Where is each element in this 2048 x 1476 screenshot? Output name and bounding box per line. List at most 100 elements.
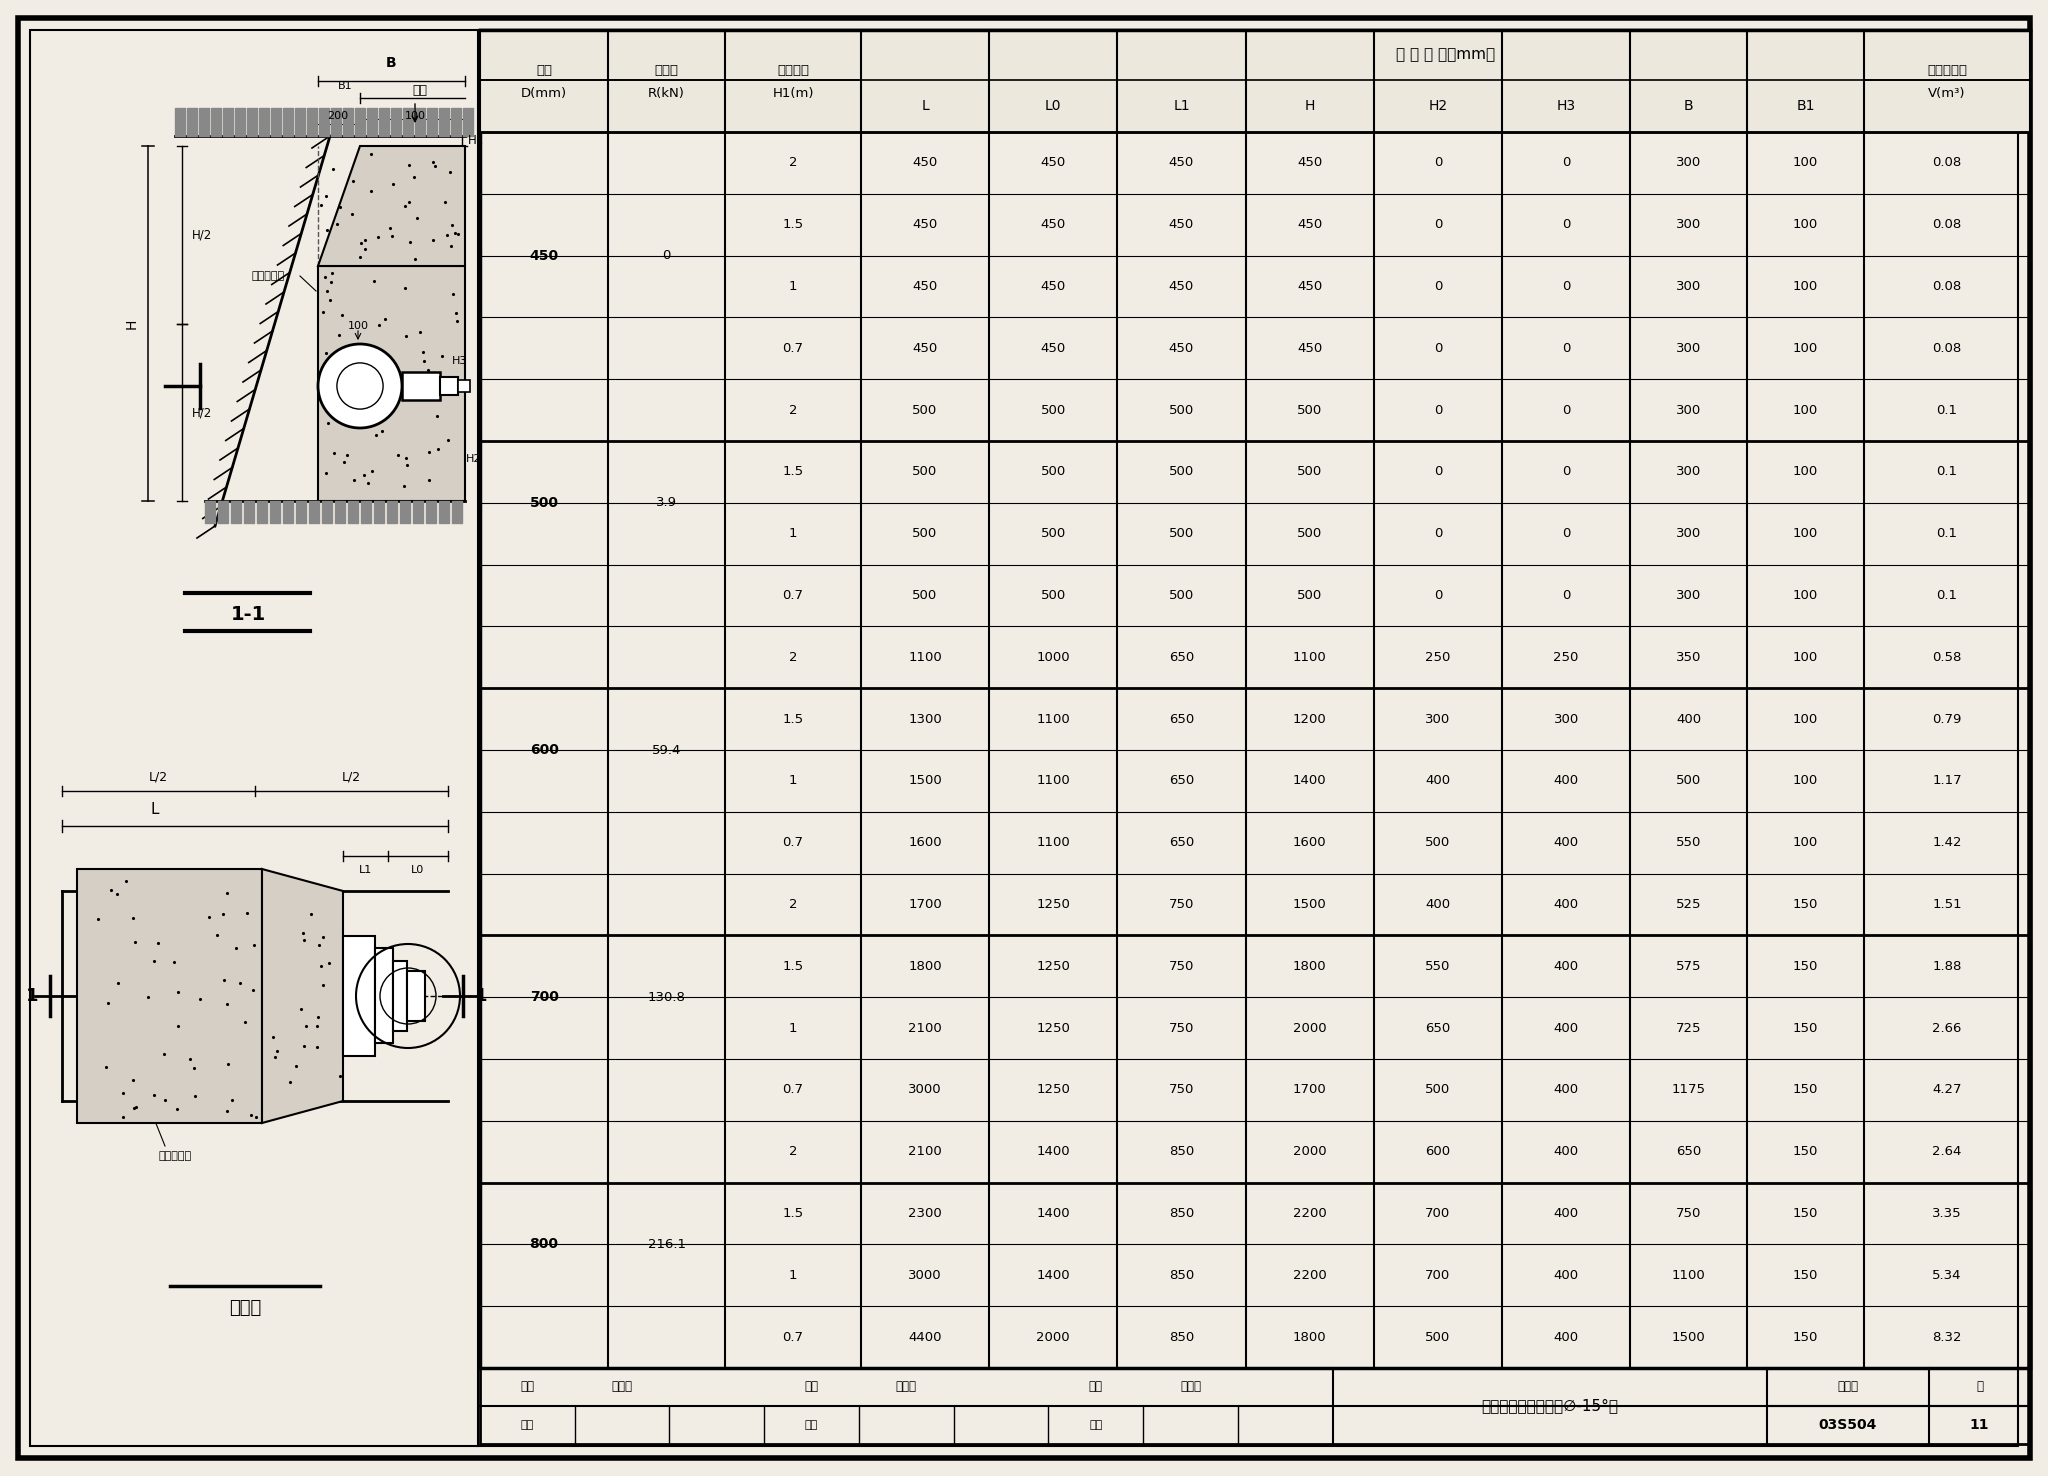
- Text: 1250: 1250: [1036, 897, 1071, 911]
- Text: 设计: 设计: [1090, 1420, 1102, 1430]
- Text: 450: 450: [1040, 342, 1065, 354]
- Text: 0.1: 0.1: [1937, 589, 1958, 602]
- Text: 100: 100: [348, 320, 369, 331]
- Text: 400: 400: [1554, 959, 1579, 973]
- Text: 0: 0: [1563, 342, 1571, 354]
- Text: 450: 450: [530, 248, 559, 263]
- Text: H1: H1: [467, 134, 483, 148]
- Text: 650: 650: [1675, 1145, 1702, 1159]
- Text: 100: 100: [1792, 156, 1819, 170]
- Text: 400: 400: [1554, 775, 1579, 787]
- Text: 500: 500: [1296, 589, 1323, 602]
- Text: 1100: 1100: [1292, 651, 1327, 664]
- Text: B1: B1: [1796, 99, 1815, 114]
- Text: 130.8: 130.8: [647, 990, 686, 1004]
- Text: 校对: 校对: [805, 1380, 819, 1393]
- Bar: [408, 971, 426, 1021]
- Text: 100: 100: [1792, 651, 1819, 664]
- Text: 0: 0: [1434, 589, 1442, 602]
- Text: 1500: 1500: [1292, 897, 1327, 911]
- Text: 0.7: 0.7: [782, 342, 803, 354]
- Text: 0: 0: [1563, 218, 1571, 232]
- Text: B1: B1: [338, 81, 352, 92]
- Text: 750: 750: [1675, 1207, 1702, 1221]
- Text: 11: 11: [1970, 1418, 1989, 1432]
- Text: 725: 725: [1675, 1021, 1702, 1035]
- Text: 1.88: 1.88: [1933, 959, 1962, 973]
- Text: 1.5: 1.5: [782, 713, 803, 726]
- Text: 800: 800: [530, 1237, 559, 1252]
- Text: H2: H2: [1427, 99, 1448, 114]
- Text: 500: 500: [1040, 403, 1065, 416]
- Text: 150: 150: [1792, 1269, 1819, 1281]
- Text: 2200: 2200: [1292, 1269, 1327, 1281]
- Text: 450: 450: [1040, 156, 1065, 170]
- Text: 500: 500: [1169, 589, 1194, 602]
- Text: 100: 100: [1792, 589, 1819, 602]
- Text: 1100: 1100: [1036, 775, 1071, 787]
- Text: 450: 450: [1169, 218, 1194, 232]
- Text: 1: 1: [475, 987, 487, 1005]
- Text: 525: 525: [1675, 897, 1702, 911]
- Text: 设计: 设计: [1090, 1380, 1102, 1393]
- Text: 450: 450: [1040, 218, 1065, 232]
- Text: D(mm): D(mm): [520, 87, 567, 99]
- Text: 1500: 1500: [907, 775, 942, 787]
- Text: 0.08: 0.08: [1933, 280, 1962, 294]
- Text: 校对: 校对: [805, 1420, 817, 1430]
- Text: 216.1: 216.1: [647, 1238, 686, 1250]
- Text: 500: 500: [1169, 403, 1194, 416]
- Bar: [479, 1368, 2030, 1444]
- Text: 100: 100: [1792, 218, 1819, 232]
- Text: 2: 2: [788, 897, 797, 911]
- Text: 混凝土用量: 混凝土用量: [1927, 65, 1966, 78]
- Text: 500: 500: [913, 589, 938, 602]
- Text: 1250: 1250: [1036, 1083, 1071, 1097]
- Text: 0: 0: [1563, 403, 1571, 416]
- Text: 150: 150: [1792, 1207, 1819, 1221]
- Text: 100: 100: [406, 111, 426, 121]
- Bar: [459, 379, 469, 393]
- Text: 400: 400: [1554, 1269, 1579, 1281]
- Text: 500: 500: [913, 465, 938, 478]
- Text: 150: 150: [1792, 1145, 1819, 1159]
- Text: L: L: [922, 99, 930, 114]
- Text: 0: 0: [1563, 527, 1571, 540]
- Text: 450: 450: [1040, 280, 1065, 294]
- Text: 1: 1: [788, 527, 797, 540]
- Text: 1300: 1300: [907, 713, 942, 726]
- Text: 850: 850: [1169, 1207, 1194, 1221]
- Text: 1100: 1100: [1671, 1269, 1706, 1281]
- Text: 0: 0: [1434, 342, 1442, 354]
- Text: 500: 500: [1425, 1330, 1450, 1343]
- Text: 贴油毡一层: 贴油毡一层: [252, 272, 285, 280]
- Text: H3: H3: [1556, 99, 1575, 114]
- Text: 2000: 2000: [1292, 1145, 1327, 1159]
- Text: 0.7: 0.7: [782, 1330, 803, 1343]
- Text: 59.4: 59.4: [651, 744, 682, 757]
- Text: 图集号: 图集号: [1837, 1380, 1858, 1393]
- Text: 2: 2: [788, 403, 797, 416]
- Text: 700: 700: [1425, 1207, 1450, 1221]
- Text: 0: 0: [1563, 465, 1571, 478]
- Text: 0.7: 0.7: [782, 589, 803, 602]
- Text: 1800: 1800: [907, 959, 942, 973]
- Text: 0: 0: [1434, 218, 1442, 232]
- Text: 450: 450: [913, 218, 938, 232]
- Text: 100: 100: [1792, 280, 1819, 294]
- Text: H2: H2: [467, 455, 481, 463]
- Text: 300: 300: [1554, 713, 1579, 726]
- Text: 600: 600: [1425, 1145, 1450, 1159]
- Text: 450: 450: [913, 342, 938, 354]
- Text: 500: 500: [1040, 527, 1065, 540]
- Text: 550: 550: [1425, 959, 1450, 973]
- Text: 500: 500: [1040, 465, 1065, 478]
- Text: 8.32: 8.32: [1931, 1330, 1962, 1343]
- Text: 1: 1: [788, 775, 797, 787]
- Text: 400: 400: [1554, 1330, 1579, 1343]
- Text: 0: 0: [1434, 280, 1442, 294]
- Text: 刘永鹏: 刘永鹏: [895, 1380, 918, 1393]
- Text: 500: 500: [1296, 527, 1323, 540]
- Text: 400: 400: [1554, 1207, 1579, 1221]
- Text: 2100: 2100: [907, 1021, 942, 1035]
